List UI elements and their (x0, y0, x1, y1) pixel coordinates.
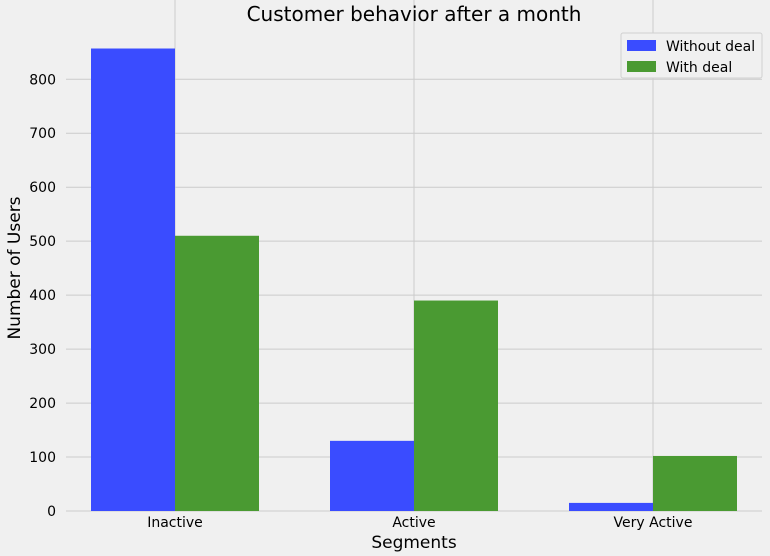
tick-labels: 0 100 200 300 400 500 600 700 800 Inactive Active V… (29, 72, 692, 531)
bar (569, 502, 653, 511)
bar (330, 440, 414, 511)
legend: Without deal With deal (620, 32, 763, 79)
y-tick-label: 500 (29, 234, 56, 250)
y-tick-label: 300 (29, 342, 56, 358)
x-axis-label: Segments (371, 533, 457, 553)
bar (414, 300, 498, 511)
bar (653, 455, 737, 511)
legend-frame (620, 32, 763, 79)
y-tick-label: 700 (29, 126, 56, 142)
y-axis-label: Number of Users (5, 196, 25, 339)
bars (91, 48, 737, 512)
legend-label: Without deal (666, 39, 755, 55)
bar (175, 235, 259, 512)
x-tick-label: Very Active (614, 515, 693, 531)
legend-swatch (627, 40, 656, 51)
y-tick-label: 600 (29, 180, 56, 196)
x-tick-label: Inactive (147, 515, 203, 531)
chart-title: Customer behavior after a month (247, 2, 582, 26)
y-tick-label: 200 (29, 396, 56, 412)
bar (91, 48, 175, 511)
y-tick-label: 400 (29, 288, 56, 304)
x-tick-label: Active (392, 515, 435, 531)
legend-label: With deal (666, 60, 732, 76)
y-tick-label: 100 (29, 450, 56, 466)
legend-swatch (627, 61, 656, 72)
y-tick-label: 800 (29, 72, 56, 88)
y-tick-label: 0 (47, 504, 56, 520)
